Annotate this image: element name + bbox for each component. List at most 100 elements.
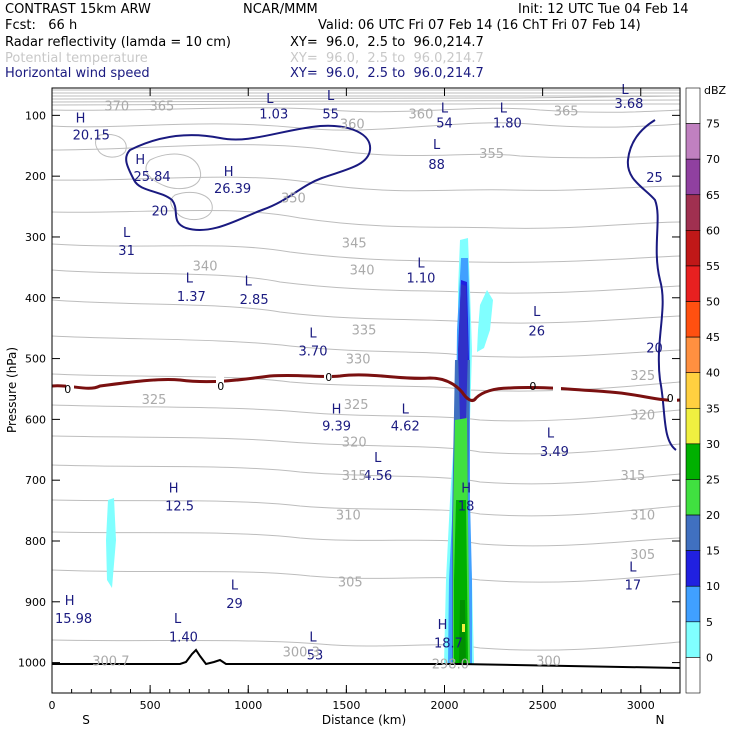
wind-contour-label: H — [65, 594, 75, 609]
colorbar-swatch — [685, 301, 701, 338]
colorbar-label: 40 — [706, 367, 720, 380]
theta-contour-label: 300.3 — [283, 646, 320, 661]
wind-contour-label: 1.10 — [406, 272, 435, 287]
wind-contour-label: 29 — [226, 597, 243, 612]
wind-contour-label: L — [174, 612, 182, 627]
y-tick-label: 500 — [25, 353, 46, 366]
wind-contour-label: L — [309, 326, 317, 341]
wind-contour-label: H — [76, 112, 86, 127]
field-reflectivity: Radar reflectivity (lamda = 10 cm) — [5, 35, 231, 50]
colorbar-swatch — [685, 550, 701, 587]
wind-contour-label: 55 — [322, 107, 339, 122]
colorbar-swatch — [685, 407, 701, 445]
wind-contour-label: L — [621, 83, 629, 98]
colorbar-swatch — [685, 514, 701, 551]
colorbar-swatch — [685, 158, 701, 196]
wind-contour-label: 12.5 — [165, 500, 194, 515]
wind-contour-label: 9.39 — [322, 419, 351, 434]
wind-contour-label: 4.56 — [363, 469, 392, 484]
y-tick-label: 200 — [25, 170, 46, 183]
colorbar-swatch — [685, 372, 701, 409]
wind-contour-label: L — [309, 630, 317, 645]
x-axis-label: Distance (km) — [322, 713, 406, 727]
colorbar-label: 50 — [706, 296, 720, 309]
theta-contour-label: 305 — [630, 548, 655, 563]
wind-contour-label: 20 — [646, 341, 663, 356]
y-tick-label: 400 — [25, 292, 46, 305]
y-tick-label: 100 — [25, 109, 46, 122]
wind-contour-label: H — [169, 481, 179, 496]
theta-contour-label: 305 — [338, 576, 363, 591]
theta-contour-label: 310 — [630, 509, 655, 524]
wind-contour-label: 4.62 — [391, 419, 420, 434]
colorbar-label: 10 — [706, 580, 720, 593]
x-axis-north: N — [656, 713, 665, 727]
colorbar-swatch — [685, 585, 701, 623]
freezing-contour-label: 0 — [64, 383, 71, 396]
y-tick-label: 600 — [25, 413, 46, 426]
x-tick-label: 1000 — [234, 699, 262, 712]
wind-contour-label: 18 — [458, 500, 475, 515]
colorbar-label: 25 — [706, 473, 720, 486]
wind-contour-label: 31 — [118, 244, 135, 259]
y-tick-label: 1000 — [18, 657, 46, 670]
theta-contour-label: 325 — [630, 369, 655, 384]
terrain-line — [52, 648, 680, 669]
theta-contour-label: 360 — [340, 118, 365, 133]
wind-contour-label: L — [500, 101, 508, 116]
field-wind: Horizontal wind speed — [5, 66, 150, 81]
colorbar-swatch — [685, 479, 701, 516]
wind-contour-label: L — [547, 427, 555, 442]
wind-contour-label: L — [629, 560, 637, 575]
wind-contour-label: 26.39 — [214, 182, 251, 197]
x-tick-label: 3000 — [627, 699, 655, 712]
y-tick-label: 900 — [25, 596, 46, 609]
freezing-contour-label: 0 — [217, 380, 224, 393]
x-tick-label: 500 — [140, 699, 161, 712]
colorbar-label: 15 — [706, 545, 720, 558]
field-theta-xy: XY= 96.0, 2.5 to 96.0,214.7 — [290, 51, 484, 66]
x-axis-south: S — [82, 713, 90, 727]
colorbar-label: 70 — [706, 153, 720, 166]
freezing-contour-label: 0 — [667, 392, 674, 405]
valid-time: Valid: 06 UTC Fri 07 Feb 14 (16 ChT Fri … — [318, 18, 641, 33]
wind-contour-label: 53 — [307, 649, 324, 664]
wind-contour-label: L — [266, 92, 274, 107]
y-tick-label: 800 — [25, 535, 46, 548]
theta-contour-label: 340 — [350, 264, 375, 279]
model-title: CONTRAST 15km ARW — [5, 2, 151, 17]
forecast-hour: Fcst: 66 h — [5, 18, 78, 33]
wind-contour-label: 17 — [625, 579, 642, 594]
wind-contour-label: 20.15 — [73, 129, 110, 144]
theta-contour-label: 370 — [104, 99, 129, 114]
colorbar-swatch — [685, 336, 701, 374]
x-tick-label: 2500 — [529, 699, 557, 712]
wind-contour-label: 88 — [428, 158, 445, 173]
colorbar-swatch — [685, 123, 701, 160]
colorbar-swatch — [685, 230, 701, 267]
theta-contour-label: 310 — [336, 509, 361, 524]
theta-contour-label: 300.7 — [92, 655, 129, 670]
theta-contour-label: 300 — [536, 655, 561, 670]
theta-contour-label: 340 — [193, 259, 218, 274]
wind-contour-label: L — [533, 305, 541, 320]
wind-contour-label: L — [245, 275, 253, 290]
wind-contour-label: 2.85 — [240, 293, 269, 308]
theta-contour-label: 365 — [554, 104, 579, 119]
field-theta: Potential temperature — [5, 51, 148, 66]
field-reflectivity-xy: XY= 96.0, 2.5 to 96.0,214.7 — [290, 35, 484, 50]
wind-contour-label: 1.80 — [493, 117, 522, 132]
field-wind-xy: XY= 96.0, 2.5 to 96.0,214.7 — [290, 66, 484, 81]
wind-contour-label: 25.84 — [133, 170, 170, 185]
wind-contour-label: H — [135, 153, 145, 168]
wind-contours — [125, 119, 677, 451]
colorbar-label: 65 — [706, 189, 720, 202]
x-tick-label: 1500 — [332, 699, 360, 712]
colorbar-swatch — [685, 657, 701, 694]
theta-contour-label: 365 — [149, 99, 174, 114]
colorbar-unit: dBZ — [704, 84, 727, 97]
colorbar-swatch — [685, 621, 701, 658]
